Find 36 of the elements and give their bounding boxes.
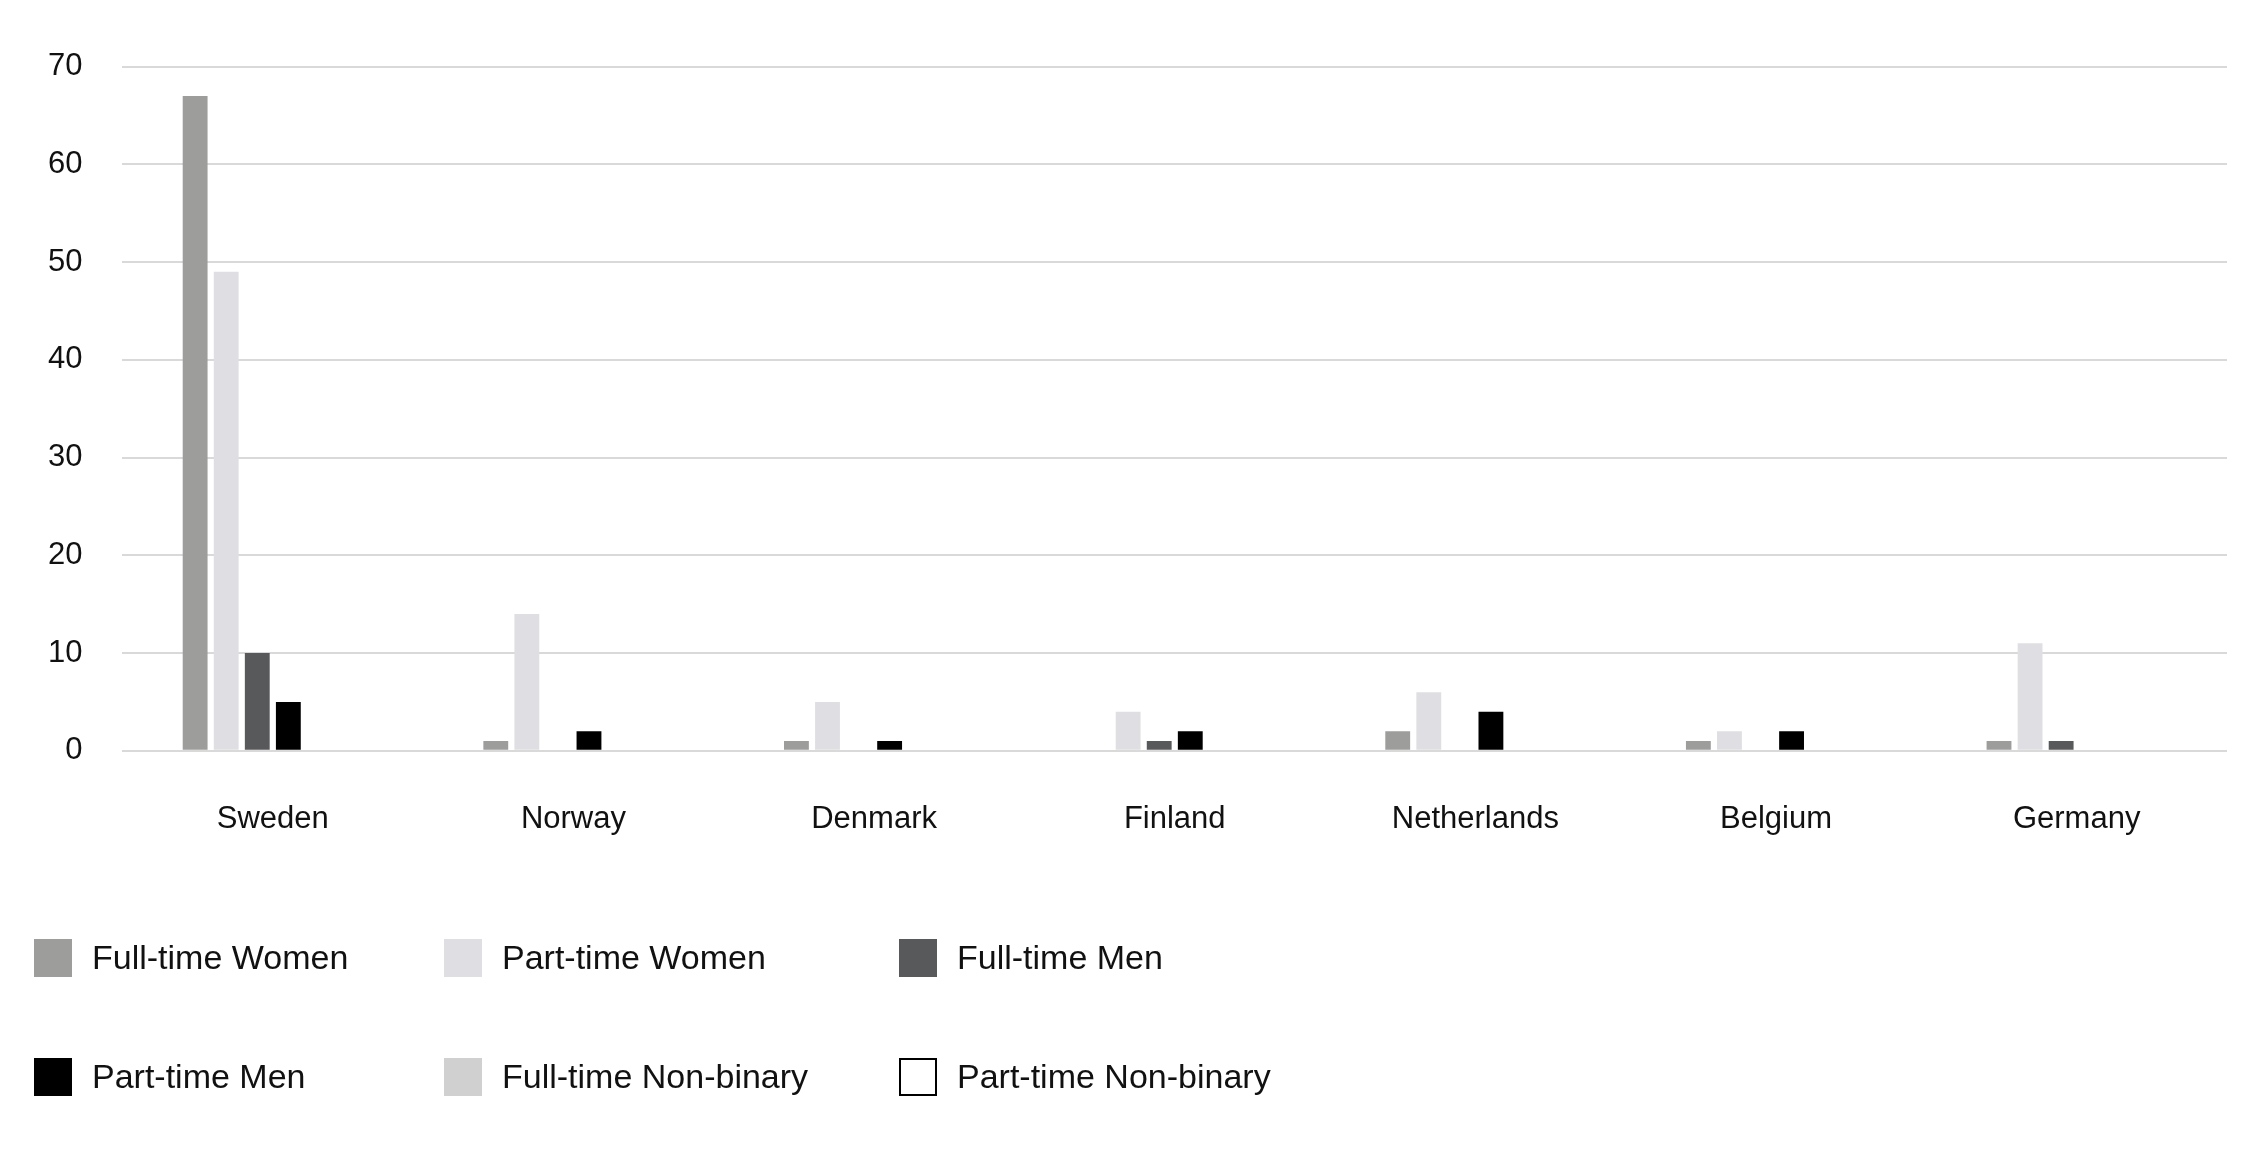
y-tick-label: 10 [48,633,83,669]
bar [1177,731,1203,750]
bar [1478,711,1504,750]
bar [275,701,301,750]
bar [1146,741,1172,750]
x-tick-label: Denmark [811,799,938,835]
bar [1385,731,1411,750]
y-tick-label: 0 [65,731,83,767]
bar [483,741,509,750]
y-tick-label: 40 [48,340,83,376]
x-tick-label: Netherlands [1391,799,1559,835]
bar [1986,741,2012,750]
x-tick-label: Sweden [216,799,329,835]
x-tick-label: Belgium [1720,799,1833,835]
x-tick-label: Norway [520,799,627,835]
y-tick-label: 70 [48,47,83,83]
bar [244,653,270,750]
y-tick-label: 20 [48,535,83,571]
y-tick-label: 30 [48,438,83,474]
x-tick-label: Germany [2012,799,2141,835]
legend-label: Part-time Women [502,938,766,977]
y-tick-label: 50 [48,242,83,278]
legend-label: Part-time Non-binary [957,1057,1271,1096]
bar [877,741,903,750]
y-tick-label: 60 [48,144,83,180]
bar [182,95,208,750]
legend-label: Full-time Men [957,938,1163,977]
bar [784,741,809,750]
bar [2048,741,2074,750]
bar [1685,741,1711,750]
legend-label: Part-time Men [92,1057,306,1096]
legend-label: Full-time Non-binary [502,1057,809,1096]
bar [1779,731,1804,750]
legend-label: Full-time Women [92,938,349,977]
x-tick-label: Finland [1123,799,1226,835]
bar [576,731,602,750]
